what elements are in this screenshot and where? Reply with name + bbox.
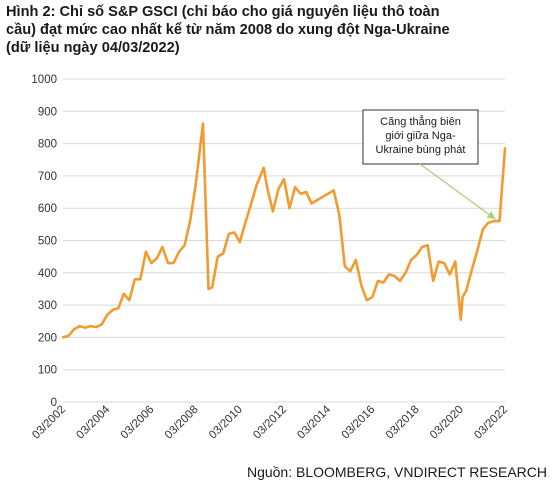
x-tick-label: 03/2004 bbox=[74, 403, 112, 441]
annotation-arrow bbox=[419, 163, 496, 220]
series-layer bbox=[61, 122, 507, 339]
x-tick-label: 03/2020 bbox=[428, 404, 466, 442]
figure-title: Hình 2: Chỉ số S&P GSCI (chỉ báo cho giá… bbox=[6, 3, 551, 57]
x-tick-label: 03/2014 bbox=[295, 403, 333, 441]
annotation-box bbox=[362, 109, 479, 165]
x-tick-label: 03/2002 bbox=[30, 404, 68, 442]
y-tick-label: 500 bbox=[38, 236, 57, 248]
x-tick-label: 03/2012 bbox=[251, 404, 289, 442]
y-tick-label: 300 bbox=[38, 300, 57, 312]
y-tick-label: 900 bbox=[38, 106, 57, 118]
annotation-text: giới giữa Nga- bbox=[385, 130, 456, 142]
source-note: Nguồn: BLOOMBERG, VNDIRECT RESEARCH bbox=[246, 464, 547, 480]
x-tick-label: 03/2010 bbox=[207, 404, 245, 442]
y-axis-ticks: 0 100 200 300 400 500 600 700 800 900 1000 bbox=[31, 74, 57, 409]
x-tick-label: 03/2008 bbox=[163, 404, 201, 442]
title-line-3: (dữ liệu ngày 04/03/2022) bbox=[6, 40, 180, 56]
y-tick-label: 700 bbox=[38, 171, 57, 183]
title-line-2: cầu) đạt mức cao nhất kể từ năm 2008 do … bbox=[6, 22, 450, 38]
y-tick-label: 400 bbox=[38, 268, 57, 280]
y-tick-label: 0 bbox=[51, 397, 57, 409]
annotation-text: Ukraine bùng phát bbox=[376, 144, 466, 156]
annotation-arrowhead bbox=[486, 211, 496, 220]
annotation: Căng thẳng biên giới giữa Nga- Ukraine bùn… bbox=[362, 109, 496, 220]
y-tick-label: 200 bbox=[38, 332, 57, 344]
title-line-1: Hình 2: Chỉ số S&P GSCI (chỉ báo cho giá… bbox=[6, 4, 440, 20]
y-tick-label: 800 bbox=[38, 139, 57, 151]
x-tick-label: 03/2016 bbox=[340, 404, 378, 442]
y-tick-label: 600 bbox=[38, 203, 57, 215]
series-line bbox=[61, 122, 507, 339]
x-axis-ticks: 03/2002 03/2004 03/2006 03/2008 03/2010 03/20… bbox=[30, 403, 510, 441]
y-tick-label: 1000 bbox=[31, 74, 57, 86]
x-tick-label: 03/2022 bbox=[472, 404, 510, 442]
annotation-text: Căng thẳng biên bbox=[380, 115, 461, 128]
x-tick-label: 03/2018 bbox=[384, 404, 422, 442]
x-tick-label: 03/2006 bbox=[119, 404, 157, 442]
y-tick-label: 100 bbox=[38, 365, 57, 377]
